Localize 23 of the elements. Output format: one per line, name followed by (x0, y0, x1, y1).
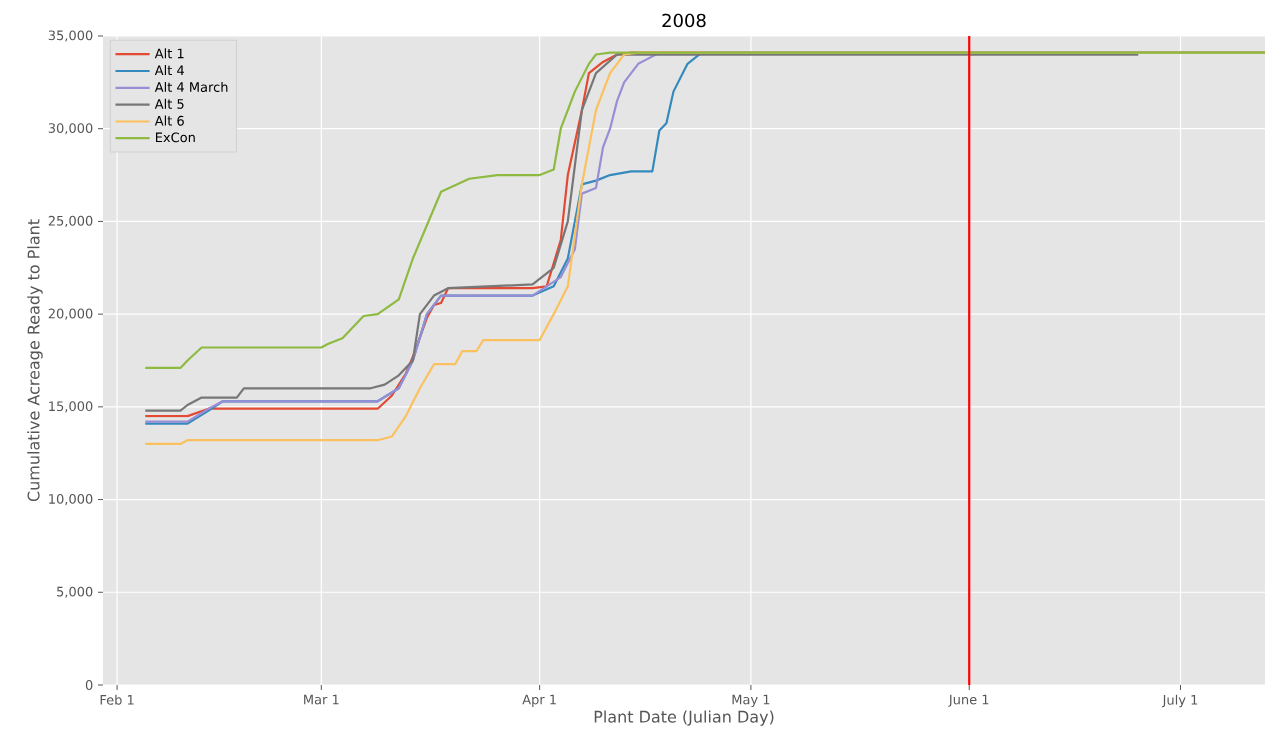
x-axis-title: Plant Date (Julian Day) (594, 710, 774, 726)
y-tick-label: 10,000 (49, 494, 93, 506)
legend-label: Alt 6 (154, 115, 184, 126)
y-tick-label: 5,000 (57, 586, 93, 598)
y-tick-label: 35,000 (48, 30, 93, 42)
y-axis-title: Cumulative Acreage Ready to Plant (27, 219, 43, 502)
y-tick-label: 30,000 (48, 123, 93, 135)
legend-label: Alt 1 (154, 48, 184, 59)
x-tick-label: June 1 (948, 694, 989, 707)
legend-label: Alt 4 (154, 65, 184, 75)
x-tick-label: July 1 (1161, 694, 1198, 708)
legend-label: ExCon (156, 132, 195, 143)
x-tick-label: May 1 (732, 694, 770, 707)
x-tick-label: Mar 1 (304, 694, 339, 705)
y-tick-label: 25,000 (48, 215, 93, 227)
chart-title: 2008 (662, 13, 706, 28)
legend-label: Alt 5 (154, 98, 184, 109)
x-tick-label: Feb 1 (100, 694, 134, 705)
x-tick-label: Apr 1 (522, 694, 556, 707)
y-tick-label: 0 (85, 680, 93, 690)
y-tick-label: 15,000 (49, 401, 93, 413)
y-tick-label: 20,000 (48, 308, 93, 320)
legend-label: Alt 4 March (154, 81, 228, 92)
